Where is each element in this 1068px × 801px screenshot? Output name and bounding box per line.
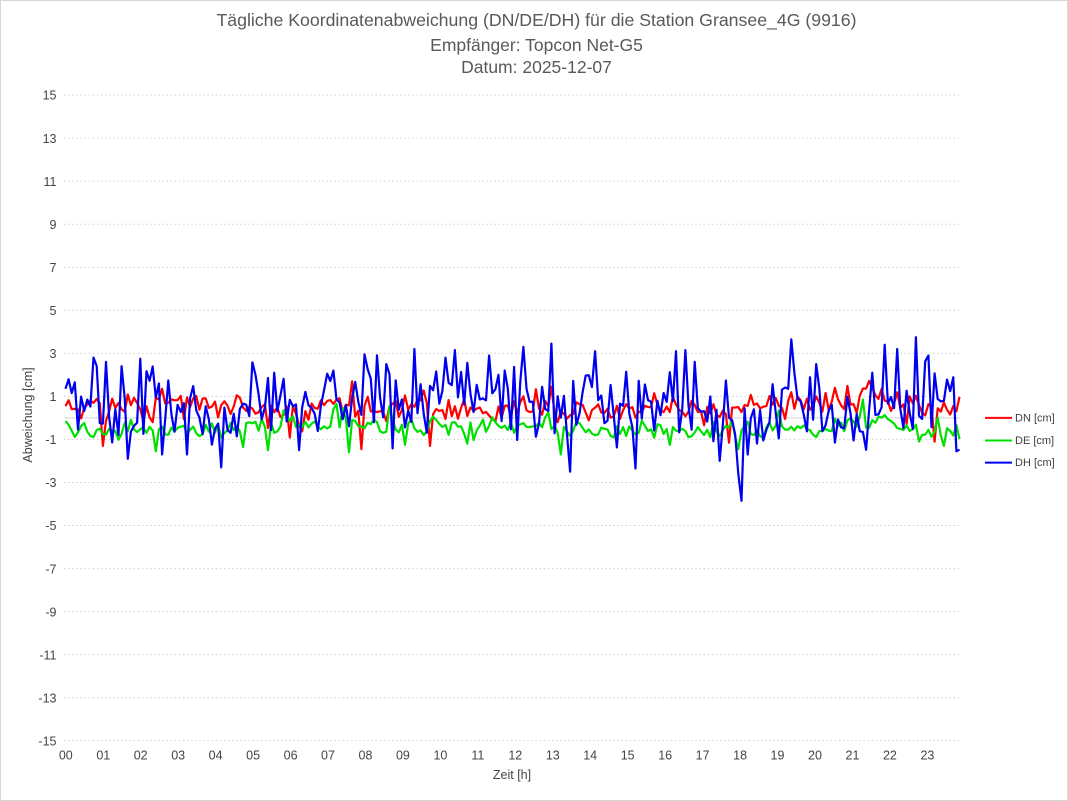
- svg-text:13: 13: [546, 749, 560, 763]
- svg-text:15: 15: [43, 89, 57, 103]
- svg-text:-7: -7: [45, 562, 56, 576]
- svg-text:15: 15: [621, 749, 635, 763]
- svg-text:07: 07: [321, 749, 335, 763]
- svg-text:-11: -11: [39, 648, 56, 662]
- svg-text:03: 03: [171, 749, 185, 763]
- svg-text:06: 06: [284, 749, 298, 763]
- svg-text:DE [cm]: DE [cm]: [1015, 435, 1054, 447]
- svg-text:-3: -3: [45, 476, 56, 490]
- svg-text:DN [cm]: DN [cm]: [1015, 413, 1055, 425]
- svg-text:21: 21: [846, 749, 860, 763]
- svg-text:DH [cm]: DH [cm]: [1015, 457, 1055, 469]
- svg-text:05: 05: [246, 749, 260, 763]
- svg-text:-5: -5: [45, 519, 56, 533]
- svg-text:14: 14: [583, 749, 597, 763]
- svg-text:16: 16: [658, 749, 672, 763]
- svg-text:08: 08: [359, 749, 373, 763]
- svg-text:20: 20: [808, 749, 822, 763]
- svg-text:12: 12: [508, 749, 522, 763]
- svg-text:04: 04: [209, 749, 223, 763]
- svg-text:Zeit [h]: Zeit [h]: [493, 768, 531, 782]
- svg-text:10: 10: [433, 749, 447, 763]
- svg-text:09: 09: [396, 749, 410, 763]
- svg-text:17: 17: [696, 749, 710, 763]
- svg-text:-15: -15: [38, 735, 56, 749]
- svg-text:00: 00: [59, 749, 73, 763]
- svg-text:19: 19: [771, 749, 785, 763]
- svg-text:3: 3: [50, 347, 57, 361]
- svg-text:01: 01: [96, 749, 110, 763]
- svg-text:5: 5: [50, 304, 57, 318]
- svg-text:1: 1: [50, 390, 57, 404]
- svg-text:9: 9: [50, 218, 57, 232]
- svg-text:23: 23: [920, 749, 934, 763]
- svg-text:13: 13: [43, 132, 57, 146]
- svg-text:11: 11: [471, 749, 484, 763]
- svg-text:Abweichung [cm]: Abweichung [cm]: [21, 367, 35, 462]
- svg-text:7: 7: [50, 261, 57, 275]
- svg-text:02: 02: [134, 749, 148, 763]
- svg-text:-13: -13: [38, 691, 56, 705]
- svg-text:11: 11: [44, 175, 57, 189]
- svg-text:22: 22: [883, 749, 897, 763]
- svg-text:-9: -9: [45, 605, 56, 619]
- svg-text:18: 18: [733, 749, 747, 763]
- svg-text:-1: -1: [45, 433, 56, 447]
